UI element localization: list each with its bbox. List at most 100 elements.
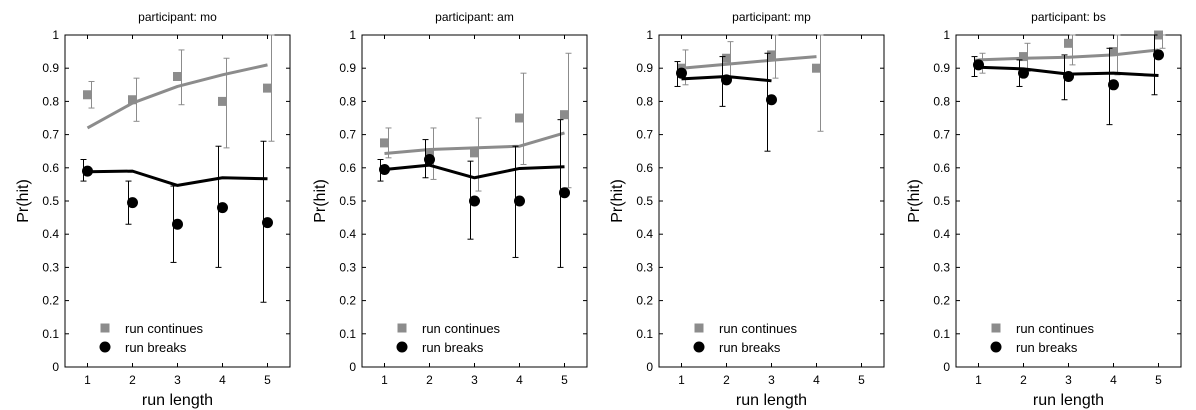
y-tick-label: 0.9 — [636, 61, 653, 75]
data-point — [1153, 49, 1164, 61]
y-tick-label: 1 — [349, 28, 356, 42]
data-point — [1019, 52, 1028, 62]
legend: run continues run breaks — [990, 321, 1095, 355]
x-tick-label: 3 — [174, 373, 181, 387]
series-run-breaks — [377, 119, 570, 268]
x-tick-label: 4 — [516, 373, 523, 387]
legend-marker-run-continues — [397, 323, 407, 333]
y-tick-label: 0.1 — [42, 327, 59, 341]
y-tick-label: 0.7 — [933, 128, 950, 142]
legend: run continues run breaks — [99, 321, 204, 355]
x-tick-label: 1 — [678, 373, 685, 387]
legend-label-run-breaks: run breaks — [125, 340, 187, 355]
y-tick-label: 0.9 — [933, 61, 950, 75]
x-axis-label: run length — [1033, 392, 1104, 409]
data-point — [424, 154, 435, 165]
data-point — [82, 165, 93, 177]
legend-label-run-breaks: run breaks — [1016, 340, 1078, 355]
legend-marker-run-breaks — [990, 341, 1002, 353]
data-point — [1109, 47, 1118, 57]
legend-marker-run-breaks — [99, 341, 111, 353]
y-tick-label: 0.4 — [933, 227, 950, 241]
legend: run continues run breaks — [396, 321, 501, 355]
x-tick-label: 1 — [84, 373, 91, 387]
data-point — [217, 202, 228, 214]
y-tick-label: 0.9 — [339, 61, 356, 75]
y-tick-label: 0.3 — [339, 260, 356, 274]
data-point — [721, 74, 732, 86]
x-tick-label: 3 — [471, 373, 478, 387]
data-point — [812, 63, 821, 73]
legend-label-run-breaks: run breaks — [422, 340, 484, 355]
y-tick-label: 0 — [943, 360, 950, 374]
legend-marker-run-breaks — [396, 341, 408, 353]
legend: run continues run breaks — [693, 321, 798, 355]
panel-3: 0 0.1 0.2 0.3 0.4 0.5 0.6 0.7 0.8 0.9 1 1 2 3 4 5 partic… — [609, 10, 885, 409]
fit-line — [681, 55, 817, 70]
x-axis-label: run length — [142, 392, 213, 409]
x-tick-label: 2 — [129, 373, 136, 387]
y-tick-label: 0 — [646, 360, 653, 374]
y-tick-label: 0.2 — [42, 294, 59, 308]
y-tick-label: 1 — [646, 28, 653, 42]
data-point — [1064, 38, 1073, 48]
data-point — [560, 110, 569, 120]
y-tick-label: 0.5 — [339, 194, 356, 208]
data-point — [127, 197, 138, 209]
data-point — [1018, 67, 1029, 79]
y-tick-label: 0.7 — [339, 128, 356, 142]
legend-marker-run-continues — [991, 323, 1001, 333]
panel-title: participant: am — [435, 10, 514, 24]
series-run-continues — [83, 34, 275, 149]
y-tick-label: 0.8 — [339, 94, 356, 108]
series-run-breaks — [80, 140, 273, 303]
y-tick-label: 0.1 — [636, 327, 653, 341]
panel-1: 0 0.1 0.2 0.3 0.4 0.5 0.6 0.7 0.8 0.9 1 1 2 3 4 5 partic… — [15, 10, 291, 409]
x-tick-label: 5 — [858, 373, 865, 387]
y-tick-label: 0.4 — [636, 227, 653, 241]
y-tick-label: 0.6 — [933, 161, 950, 175]
panel-title: participant: mo — [138, 10, 217, 24]
data-point — [515, 113, 524, 123]
legend-marker-run-breaks — [693, 341, 705, 353]
data-point — [173, 72, 182, 81]
data-point — [722, 53, 731, 63]
legend-marker-run-continues — [694, 323, 704, 333]
data-point — [676, 67, 687, 79]
y-tick-label: 0.3 — [42, 260, 59, 274]
y-tick-label: 0.8 — [636, 94, 653, 108]
data-point — [1108, 79, 1119, 91]
fit-line — [87, 169, 268, 187]
legend-label-run-breaks: run breaks — [719, 340, 781, 355]
y-tick-label: 0.8 — [42, 94, 59, 108]
x-tick-label: 2 — [426, 373, 433, 387]
panel-title: participant: mp — [732, 10, 811, 24]
fit-line — [384, 131, 565, 156]
data-point — [128, 95, 137, 105]
x-tick-label: 4 — [1110, 373, 1117, 387]
y-tick-label: 0.1 — [933, 327, 950, 341]
y-tick-label: 0 — [52, 360, 59, 374]
data-point — [470, 148, 479, 158]
y-tick-label: 0.6 — [339, 161, 356, 175]
x-tick-label: 2 — [1020, 373, 1027, 387]
panel-4: 0 0.1 0.2 0.3 0.4 0.5 0.6 0.7 0.8 0.9 1 1 2 3 4 5 partic… — [906, 10, 1182, 409]
y-tick-label: 0.6 — [636, 161, 653, 175]
panel-2: 0 0.1 0.2 0.3 0.4 0.5 0.6 0.7 0.8 0.9 1 1 2 3 4 5 partic… — [312, 10, 588, 387]
y-tick-label: 0.3 — [933, 260, 950, 274]
data-point — [469, 195, 480, 207]
y-tick-label: 0.4 — [339, 227, 356, 241]
y-tick-label: 0.6 — [42, 161, 59, 175]
panel-title: participant: bs — [1031, 10, 1106, 24]
legend-label-run-continues: run continues — [1016, 321, 1095, 336]
series-run-continues — [380, 52, 572, 192]
data-point — [172, 218, 183, 230]
y-tick-label: 0.2 — [636, 294, 653, 308]
y-axis-label: Pr(hit) — [609, 179, 626, 223]
x-tick-label: 5 — [1155, 373, 1162, 387]
x-tick-label: 5 — [561, 373, 568, 387]
data-point — [380, 138, 389, 148]
data-point — [263, 83, 272, 93]
fit-line — [978, 48, 1159, 62]
y-tick-label: 0.5 — [42, 194, 59, 208]
